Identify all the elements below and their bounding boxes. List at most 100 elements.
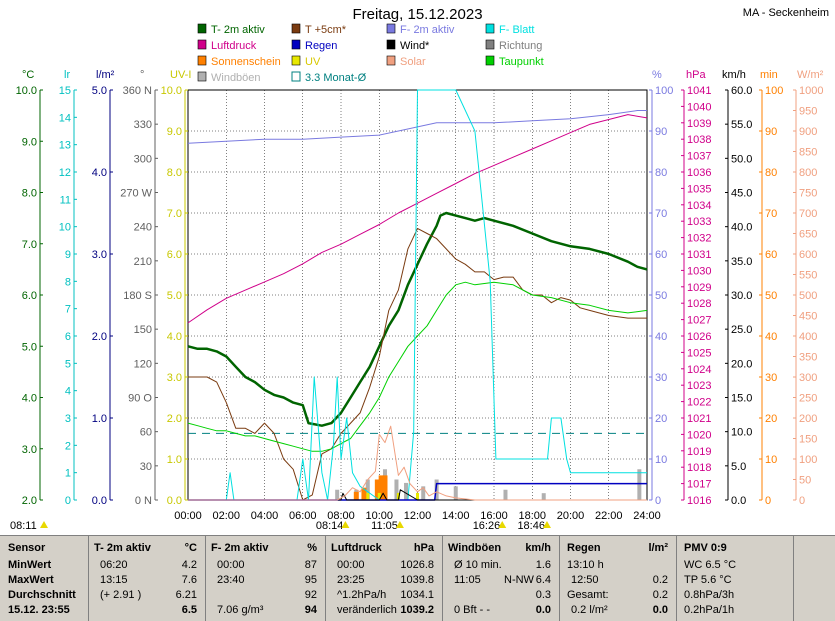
pmv-dewpoint: TP 5.6 °C [684, 574, 732, 586]
axis-tick-label: 60 [140, 427, 152, 439]
legend-swatch [386, 39, 396, 50]
legend-swatch [386, 55, 396, 66]
axis-tick-label: 1027 [687, 315, 711, 327]
series-line [188, 227, 647, 501]
legend-swatch [386, 23, 396, 34]
legend-label: F- 2m aktiv [400, 24, 455, 36]
humid-current-value: 94 [304, 604, 317, 616]
gust-bar [503, 489, 508, 500]
humid-absolute: 7.06 g/m³ [217, 604, 264, 616]
x-tick-label: 12:00 [404, 510, 432, 522]
pressure-min-time: 00:00 [337, 559, 365, 571]
axis-tick-label: 2 [65, 440, 71, 452]
axis-unit-label: % [652, 69, 662, 81]
axis-unit-label: W/m² [797, 69, 824, 81]
x-tick-label: 20:00 [557, 510, 585, 522]
axis-tick-label: 150 [799, 434, 817, 446]
axis-tick-label: 5.0 [167, 290, 182, 302]
axis-tick-label: 0.0 [167, 495, 182, 507]
legend-swatch [485, 55, 495, 66]
x-tick-label: 16:00 [480, 510, 508, 522]
humid-column: F- 2m aktiv % 00:00 87 23:40 95 92 7.06 g/… [205, 536, 326, 621]
wind-avg10-row: Ø 10 min. 1.6 [442, 558, 559, 573]
rain-duration: 13:10 h [567, 559, 604, 571]
axis-tick-label: 1039 [687, 118, 711, 130]
humid-header: F- 2m aktiv % [205, 541, 325, 556]
legend-swatch [291, 55, 301, 66]
pmv-pressure-3h: 0.8hPa/3h [684, 589, 735, 601]
axis-tick-label: 270 W [120, 188, 152, 200]
axis-tick-label: 50 [655, 290, 667, 302]
wind-title: Windböen [448, 542, 502, 554]
axis-tick-label: 50 [799, 475, 811, 487]
humid-max-time: 23:40 [217, 574, 245, 586]
legend-label: T- 2m aktiv [211, 24, 265, 36]
x-tick-label: 18:00 [518, 510, 546, 522]
axis-tick-label: 700 [799, 208, 817, 220]
sun-event-marker [542, 521, 551, 528]
axis-unit-label: l/m² [96, 69, 115, 81]
gust-bar [541, 493, 546, 500]
axis-tick-label: 1032 [687, 233, 711, 245]
axis-tick-label: 20 [655, 413, 667, 425]
axis-tick-label: 750 [799, 188, 817, 200]
axis-tick-label: 650 [799, 229, 817, 241]
axis-tick-label: 40 [765, 331, 777, 343]
row-label-avg: Durchschnitt [8, 589, 76, 601]
pressure-min-value: 1026.8 [400, 559, 434, 571]
axis-tick-label: 1000 [799, 85, 823, 97]
legend-label: Luftdruck [211, 40, 257, 52]
wind-max-row: 11:05 N-NW 6.4 [442, 573, 559, 588]
temp-min-time: 06:20 [100, 559, 128, 571]
axis-tick-label: 300 [799, 372, 817, 384]
pmv-title: PMV 0:9 [684, 542, 727, 554]
axis-tick-label: 20 [765, 413, 777, 425]
wind-column: Windböen km/h Ø 10 min. 1.6 11:05 N-NW 6.4 … [442, 536, 560, 621]
uv-mark [396, 492, 400, 500]
axis-tick-label: 30 [655, 372, 667, 384]
legend-swatch [197, 39, 207, 50]
axis-tick-label: 12 [59, 167, 71, 179]
axis-tick-label: 4.0 [92, 167, 107, 179]
axis-tick-label: 10.0 [731, 427, 752, 439]
axis-tick-label: 10 [59, 222, 71, 234]
axis-tick-label: 55.0 [731, 119, 752, 131]
gust-bar [421, 486, 426, 500]
gust-bar [335, 489, 340, 500]
summary-panel: Sensor MinWert MaxWert Durchschnitt 15.1… [0, 535, 835, 621]
row-label-max: MaxWert [8, 574, 54, 586]
wind-max-time: 11:05 [454, 574, 481, 586]
rain-current-row: 0.2 l/m² 0.0 [559, 603, 676, 618]
pressure-trend: ^1.2hPa/h [337, 589, 387, 601]
axis-tick-label: 10 [765, 454, 777, 466]
axis-tick-label: 10 [655, 454, 667, 466]
axis-unit-label: ° [140, 69, 144, 81]
x-tick-label: 02:00 [212, 510, 240, 522]
temp-avg-row: (+ 2.91 ) 6.21 [88, 588, 205, 603]
sensor-column: Sensor MinWert MaxWert Durchschnitt 15.1… [0, 536, 89, 621]
pressure-max-time: 23:25 [337, 574, 365, 586]
legend-swatch [485, 23, 495, 34]
legend-label: F- Blatt [499, 24, 534, 36]
axis-unit-label: UV-I [170, 69, 191, 81]
temp-column: T- 2m aktiv °C 06:20 4.2 13:15 7.6 (+ 2.91… [88, 536, 206, 621]
axis-tick-label: 8.0 [167, 167, 182, 179]
wind-current-value: 0.0 [535, 604, 551, 616]
axis-tick-label: 1.0 [92, 413, 107, 425]
axis-tick-label: 2.0 [22, 495, 37, 507]
axis-tick-label: 100 [655, 85, 673, 97]
axis-tick-label: 1031 [687, 249, 711, 261]
sun-event-time: 08:14 [316, 520, 344, 532]
axis-tick-label: 90 [765, 126, 777, 138]
legend-swatch [197, 23, 207, 34]
wind-avg-value: 0.3 [535, 589, 551, 601]
sun-event-time: 11:05 [371, 520, 398, 532]
wind-avg10-label: Ø 10 min. [454, 559, 502, 571]
axis-tick-label: 1037 [687, 151, 711, 163]
humid-avg-row: 92 [205, 588, 325, 603]
pmv-pressure-1h: 0.2hPa/1h [684, 604, 735, 616]
temp-max-value: 7.6 [181, 574, 197, 586]
rain-total-label: Gesamt: [567, 589, 609, 601]
axis-tick-label: 7.0 [167, 208, 182, 220]
pressure-min-row: 00:00 1026.8 [325, 558, 442, 573]
